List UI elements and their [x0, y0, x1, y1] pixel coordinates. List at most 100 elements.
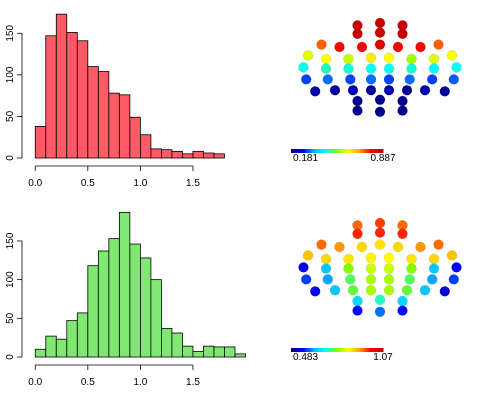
electrode-point [374, 217, 386, 229]
histogram-bar [150, 148, 162, 159]
histogram-bar [55, 13, 68, 159]
colorbar-segment [353, 149, 356, 153]
colorbar-segment [343, 348, 347, 352]
electrode-point [365, 63, 377, 74]
colorbar-segment [369, 348, 372, 352]
electrode-point [300, 74, 312, 85]
colorbar-segment [330, 149, 333, 153]
colorbar-segment [314, 149, 317, 153]
colorbar-segment [309, 149, 313, 153]
histogram-bar [87, 66, 99, 159]
electrode-point [302, 250, 314, 261]
colorbar-segment [323, 149, 326, 153]
electrode-point [352, 228, 363, 240]
electrode-point [428, 53, 440, 65]
histogram-bottom: 0.0 0.5 1.0 1.5 0 50 100 150 [5, 211, 246, 388]
electrode-point [428, 63, 440, 74]
electrode-point [383, 63, 395, 74]
histogram-bar [76, 40, 89, 159]
x-tick-label: 0.5 [81, 377, 95, 388]
topography-bottom: 0.483 1.07 [291, 217, 462, 363]
electrode-point [446, 250, 458, 261]
electrode-point [415, 41, 426, 53]
electrode-point [451, 62, 462, 73]
colorbar-segment [330, 348, 333, 352]
electrode-point [334, 41, 345, 53]
x-tick-label: 0.0 [28, 377, 42, 388]
electrode-point [374, 17, 386, 29]
colorbar-segment [323, 348, 326, 352]
histogram-bar [224, 346, 236, 358]
electrode-point [352, 95, 363, 107]
colorbar-segment [362, 149, 366, 153]
colorbar-segment [355, 149, 359, 153]
colorbar-segment [334, 348, 338, 352]
colorbar-segment [293, 348, 297, 352]
colorbar-max-label: 1.07 [373, 352, 393, 363]
electrode-point [320, 53, 332, 65]
histogram-bar [234, 353, 246, 358]
electrode-point [365, 274, 377, 285]
colorbar-segment [353, 348, 356, 352]
electrode-point [320, 263, 332, 274]
colorbar-segment [295, 348, 299, 352]
histogram-bar [108, 92, 120, 159]
colorbar-segment [376, 149, 379, 153]
electrode-point [383, 74, 395, 85]
electrode-point [329, 284, 341, 296]
histogram-bar [76, 312, 89, 358]
histogram-bar [139, 134, 152, 159]
electrode-point [397, 295, 408, 307]
colorbar-segment [332, 348, 336, 352]
colorbar-segment [343, 149, 347, 153]
colorbar-segment [376, 348, 379, 352]
y-tick-label: 100 [5, 66, 16, 83]
electrode-point [401, 284, 413, 296]
electrode-point [426, 74, 438, 85]
colorbar-segment [291, 149, 294, 153]
electrode-point [428, 263, 440, 274]
histogram-bar [97, 71, 110, 159]
electrode-point [352, 305, 363, 316]
colorbar-segment [346, 348, 349, 352]
histogram-top: 0.0 0.5 1.0 1.5 0 50 100 150 [5, 13, 225, 189]
colorbar-segment [309, 348, 313, 352]
colorbar-segment [380, 348, 384, 352]
electrode-point [316, 39, 327, 50]
electrode-point [374, 106, 386, 118]
colorbar-segment [369, 149, 372, 153]
histogram-bar [139, 257, 152, 358]
electrode-point [352, 295, 363, 307]
colorbar-segment [364, 348, 368, 352]
colorbar-segment [341, 149, 345, 153]
electrode-point [365, 284, 377, 296]
x-tick-label: 1.5 [186, 377, 200, 388]
electrode-point [446, 50, 458, 61]
electrode-point [383, 84, 395, 96]
histogram-bar [161, 327, 173, 358]
y-tick-label: 50 [5, 312, 16, 324]
colorbar-segment [300, 149, 303, 153]
electrode-point [300, 274, 312, 285]
electrode-point [397, 228, 408, 240]
histogram-bar [213, 346, 225, 358]
colorbar-segment [300, 348, 303, 352]
electrode-point [356, 41, 368, 53]
colorbar-segment [366, 149, 370, 153]
electrode-point [383, 274, 395, 285]
electrode-point [401, 84, 413, 96]
colorbar-segment [325, 149, 329, 153]
electrode-point [352, 28, 363, 40]
colorbar-segment [371, 348, 375, 352]
histogram-bar [203, 345, 215, 358]
colorbar-segment [311, 149, 315, 153]
electrode-point [406, 263, 417, 274]
electrode-point [298, 62, 309, 73]
electrode-point [383, 284, 395, 296]
electrode-point [419, 84, 431, 96]
colorbar-segment [339, 348, 343, 352]
histogram-bar [97, 250, 110, 358]
colorbar-segment [320, 149, 324, 153]
electrode-point [374, 94, 386, 106]
electrode-point [345, 274, 356, 285]
